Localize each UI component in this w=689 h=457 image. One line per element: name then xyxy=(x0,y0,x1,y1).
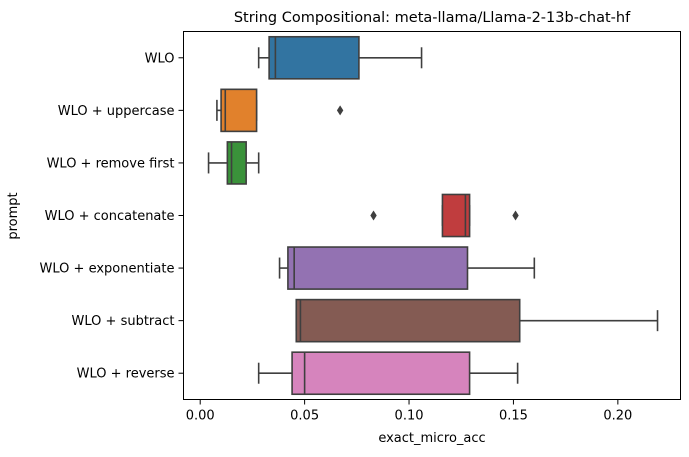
box-iqr xyxy=(220,88,258,133)
box-iqr xyxy=(295,298,521,343)
x-tick-label: 0.00 xyxy=(186,409,215,424)
box-iqr xyxy=(287,246,469,290)
x-tick-label: 0.15 xyxy=(499,409,528,424)
box-iqr xyxy=(291,351,471,396)
outlier-point xyxy=(336,105,344,116)
box-group xyxy=(257,35,423,80)
outlier-point xyxy=(512,210,519,221)
y-tick-label: WLO + reverse xyxy=(77,367,175,382)
box-group xyxy=(278,246,536,290)
y-axis: WLO WLO + uppercase WLO + remove first WLO … xyxy=(40,51,184,382)
y-tick-label: WLO + subtract xyxy=(72,314,175,329)
box-group xyxy=(370,193,519,238)
box-group xyxy=(207,141,260,185)
y-tick-label: WLO + uppercase xyxy=(58,104,175,119)
x-axis-label: exact_micro_acc xyxy=(378,431,485,446)
y-axis-label: prompt xyxy=(6,192,21,239)
box-iqr xyxy=(226,141,247,185)
x-tick-label: 0.10 xyxy=(395,409,424,424)
box-group xyxy=(295,298,659,343)
box-group xyxy=(216,88,344,133)
plot-area xyxy=(207,35,659,396)
x-tick-label: 0.05 xyxy=(290,409,319,424)
chart-title: String Compositional: meta-llama/Llama-2… xyxy=(234,10,631,26)
y-tick-label: WLO xyxy=(145,51,175,66)
x-axis: 0.00 0.05 0.10 0.15 0.20 xyxy=(186,399,632,424)
y-tick-label: WLO + exponentiate xyxy=(40,262,175,277)
outlier-point xyxy=(370,210,377,221)
y-tick-label: WLO + remove first xyxy=(47,156,175,171)
box-iqr xyxy=(268,35,360,80)
y-tick-label: WLO + concatenate xyxy=(45,209,175,224)
x-tick-label: 0.20 xyxy=(603,409,632,424)
box-group xyxy=(257,351,519,396)
plot-frame xyxy=(183,31,681,400)
